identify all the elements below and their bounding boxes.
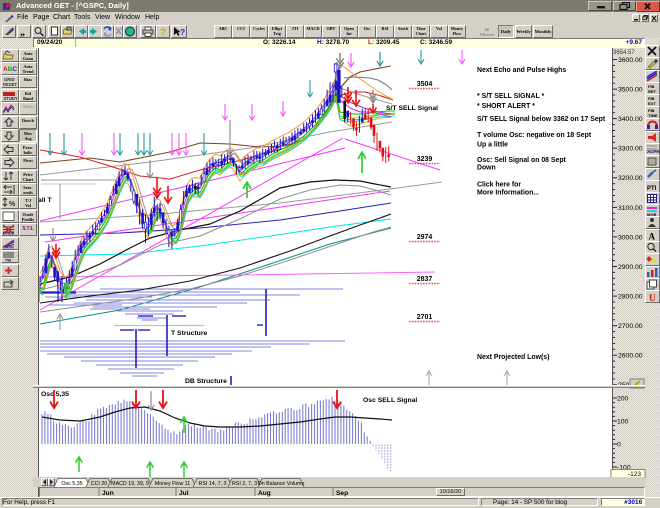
svg-text:XCPR: XCPR (647, 149, 659, 154)
svg-text:* S/T SELL SIGNAL *: * S/T SELL SIGNAL * (477, 93, 544, 100)
svg-text:RSI 14, 7, 3: RSI 14, 7, 3 (199, 481, 227, 487)
svg-text:DB Structure: DB Structure (185, 378, 227, 385)
svg-text:3000.00: 3000.00 (618, 234, 643, 241)
svg-text:More Information...: More Information... (477, 190, 539, 197)
svg-text:MACD 19, 39, 9: MACD 19, 39, 9 (111, 481, 149, 487)
svg-text:Osc SELL Signal: Osc SELL Signal (363, 397, 417, 404)
svg-text:U: U (649, 294, 656, 302)
svg-text:TIB: TIB (5, 259, 11, 263)
svg-text:Sep: Sep (336, 490, 348, 497)
svg-text:T volume Osc: negative on 18 S: T volume Osc: negative on 18 Sept (477, 132, 592, 139)
svg-text:* SHORT ALERT *: * SHORT ALERT * (477, 103, 535, 110)
svg-text:PTI: PTI (647, 186, 657, 192)
svg-text:2701: 2701 (417, 314, 433, 321)
svg-text:3504: 3504 (417, 81, 433, 88)
svg-text:3500.00: 3500.00 (618, 87, 643, 94)
svg-text:Next Projected Low(s): Next Projected Low(s) (477, 354, 549, 361)
svg-text:Click here for: Click here for (477, 182, 521, 189)
svg-text:GANN: GANN (3, 246, 14, 250)
svg-text:RET: RET (648, 89, 657, 94)
svg-text:2600.00: 2600.00 (618, 353, 643, 360)
svg-text:?: ? (160, 28, 166, 38)
svg-text:Jul: Jul (179, 490, 189, 497)
svg-text:CCI 20: CCI 20 (91, 481, 108, 487)
svg-text:„: „ (20, 27, 25, 37)
svg-text:On Balance Volume: On Balance Volume (258, 481, 305, 487)
svg-text:Osc: Sell Signal on 08 Sept: Osc: Sell Signal on 08 Sept (477, 157, 567, 164)
svg-text:2837: 2837 (417, 276, 433, 283)
svg-text:200: 200 (617, 395, 629, 402)
svg-text:Down: Down (477, 165, 496, 172)
svg-text:Osc 5,35: Osc 5,35 (41, 391, 69, 398)
svg-text:3100.00: 3100.00 (618, 205, 643, 212)
svg-text:3300.00: 3300.00 (618, 146, 643, 153)
svg-text:100: 100 (617, 418, 629, 425)
svg-text:3654.57: 3654.57 (613, 50, 635, 56)
svg-text:Osc 5,35: Osc 5,35 (61, 481, 82, 487)
svg-text:S/T SELL Signal: S/T SELL Signal (386, 105, 438, 112)
svg-text:2900.00: 2900.00 (618, 264, 643, 271)
svg-text:-100: -100 (617, 464, 631, 471)
svg-text:A: A (649, 232, 656, 242)
svg-text:all T: all T (39, 197, 52, 204)
svg-text:ABC: ABC (3, 66, 17, 73)
svg-text:Next Echo and Pulse Highs: Next Echo and Pulse Highs (477, 67, 566, 74)
svg-text:2800.00: 2800.00 (618, 294, 643, 301)
svg-text:2974: 2974 (417, 234, 433, 241)
svg-text:0: 0 (617, 441, 621, 448)
svg-text:3200.00: 3200.00 (618, 175, 643, 182)
svg-text:-123: -123 (628, 471, 641, 478)
svg-text:STUDY: STUDY (4, 96, 18, 101)
svg-text:3400.00: 3400.00 (618, 116, 643, 123)
svg-text:LINES: LINES (3, 232, 14, 236)
svg-text:?: ? (180, 27, 185, 37)
svg-text:Aug: Aug (258, 490, 271, 497)
svg-text:%: % (9, 201, 16, 208)
svg-text:Money Flow 11: Money Flow 11 (155, 481, 191, 487)
svg-text:GRID: GRID (4, 77, 14, 82)
svg-text:Jun: Jun (102, 490, 114, 497)
svg-text:Up a little: Up a little (477, 142, 508, 149)
svg-text:T Structure: T Structure (171, 330, 207, 337)
svg-text:TIME: TIME (648, 113, 658, 118)
svg-text:3600.00: 3600.00 (618, 57, 643, 64)
svg-text:3239: 3239 (417, 156, 433, 163)
svg-text:RESET: RESET (3, 82, 17, 87)
svg-text:FIB: FIB (648, 96, 655, 101)
svg-text:S/T SELL Signal below 3362 on: S/T SELL Signal below 3362 on 17 Sept (477, 116, 606, 123)
svg-text:EXT: EXT (648, 101, 656, 106)
svg-text:RSI 2, 7, 3: RSI 2, 7, 3 (232, 481, 257, 487)
svg-text:FIB: FIB (648, 84, 655, 89)
svg-text:MOB: MOB (647, 212, 656, 216)
svg-text:2700.00: 2700.00 (618, 323, 643, 330)
svg-text:FIB: FIB (648, 108, 655, 113)
